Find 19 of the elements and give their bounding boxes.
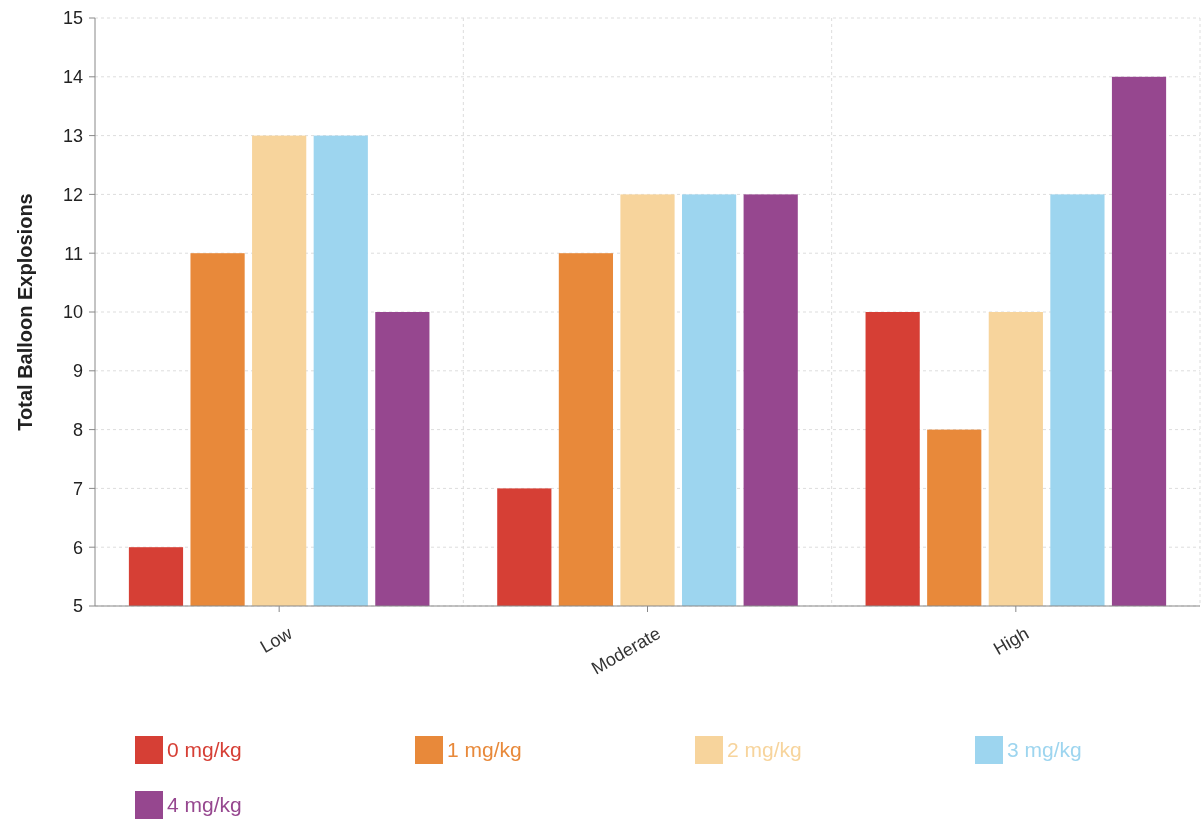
y-tick-label: 15: [62, 8, 83, 29]
y-tick-label: 7: [72, 478, 83, 499]
y-tick-label: 11: [64, 243, 83, 264]
y-tick-label: 12: [62, 184, 83, 205]
y-tick-label: 9: [72, 361, 83, 382]
legend-label: 4 mg/kg: [167, 793, 242, 817]
y-tick-label: 14: [62, 67, 83, 88]
y-tick-label: 5: [72, 596, 83, 617]
legend-label: 3 mg/kg: [1007, 738, 1082, 762]
x-tick-label: Low: [256, 622, 297, 657]
y-tick-label: 10: [62, 302, 83, 323]
y-tick-label: 13: [62, 125, 83, 146]
legend-label: 2 mg/kg: [727, 738, 802, 762]
legend-label: 1 mg/kg: [447, 738, 522, 762]
x-tick-label: High: [990, 623, 1033, 659]
legend-label: 0 mg/kg: [167, 738, 242, 762]
y-tick-label: 6: [72, 537, 83, 558]
y-axis-title: Total Balloon Explosions: [14, 193, 36, 431]
y-tick-label: 8: [72, 419, 83, 440]
